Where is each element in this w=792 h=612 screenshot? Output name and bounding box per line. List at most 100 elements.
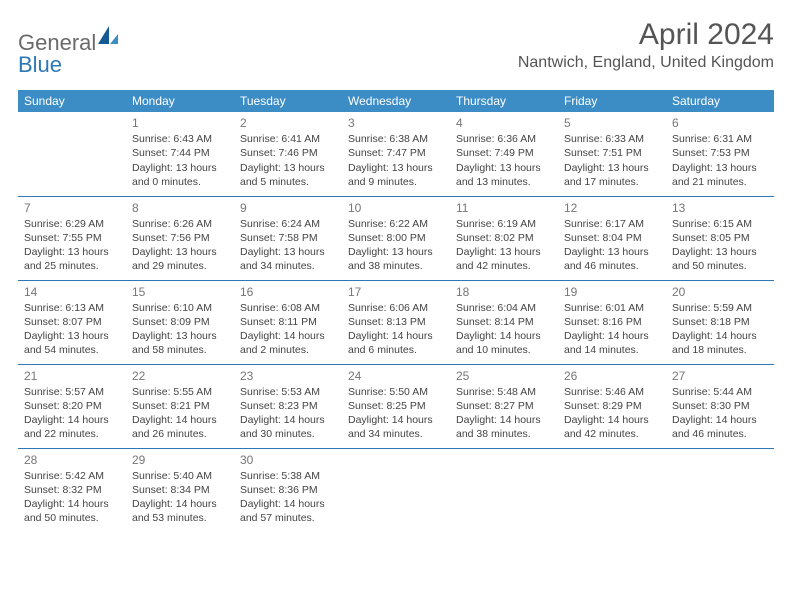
daylight-text: Daylight: 13 hours and 54 minutes. (24, 330, 109, 356)
calendar-day-cell: 27Sunrise: 5:44 AMSunset: 8:30 PMDayligh… (666, 364, 774, 448)
day-number: 16 (240, 284, 336, 300)
calendar-week-row: 21 Sunrise: 5:57 AM Sunset: 8:20 PM Dayligh… (18, 364, 774, 448)
calendar-day-cell: 6Sunrise: 6:31 AMSunset: 7:53 PMDaylight… (666, 112, 774, 196)
weekday-header: Tuesday (234, 90, 342, 112)
sunset-text: Sunset: 8:36 PM (240, 484, 318, 496)
day-number: 13 (672, 200, 768, 216)
sunset-text: Sunset: 7:47 PM (348, 147, 426, 159)
sunset-text: Sunset: 7:51 PM (564, 147, 642, 159)
sunset-text: Sunset: 7:53 PM (672, 147, 750, 159)
day-number: 21 (24, 368, 120, 384)
sunset-text: Sunset: 8:20 PM (24, 400, 102, 412)
daylight-text: Daylight: 14 hours and 14 minutes. (564, 330, 649, 356)
sunset-text: Sunset: 8:05 PM (672, 232, 750, 244)
sunrise-text: Sunrise: 6:01 AM (564, 302, 644, 314)
daylight-text: Daylight: 14 hours and 53 minutes. (132, 498, 217, 524)
calendar-day-cell: 17Sunrise: 6:06 AMSunset: 8:13 PMDayligh… (342, 280, 450, 364)
weekday-header: Sunday (18, 90, 126, 112)
calendar-week-row: 28Sunrise: 5:42 AMSunset: 8:32 PMDayligh… (18, 448, 774, 532)
day-number: 8 (132, 200, 228, 216)
sunrise-text: Sunrise: 6:15 AM (672, 218, 752, 230)
sunrise-text: Sunrise: 6:08 AM (240, 302, 320, 314)
sunset-text: Sunset: 8:29 PM (564, 400, 642, 412)
sunrise-text: Sunrise: 6:41 AM (240, 133, 320, 145)
calendar-day-cell: 15Sunrise: 6:10 AMSunset: 8:09 PMDayligh… (126, 280, 234, 364)
sunset-text: Sunset: 8:09 PM (132, 316, 210, 328)
daylight-text: Daylight: 13 hours and 13 minutes. (456, 162, 541, 188)
calendar-week-row: 14Sunrise: 6:13 AMSunset: 8:07 PMDayligh… (18, 280, 774, 364)
calendar-day-cell: 10Sunrise: 6:22 AMSunset: 8:00 PMDayligh… (342, 196, 450, 280)
sunset-text: Sunset: 7:55 PM (24, 232, 102, 244)
day-number: 4 (456, 115, 552, 131)
weekday-header: Saturday (666, 90, 774, 112)
day-number: 26 (564, 368, 660, 384)
calendar-day-cell: 13Sunrise: 6:15 AMSunset: 8:05 PMDayligh… (666, 196, 774, 280)
sunset-text: Sunset: 8:13 PM (348, 316, 426, 328)
calendar-day-cell (558, 448, 666, 532)
daylight-text: Daylight: 14 hours and 22 minutes. (24, 414, 109, 440)
calendar-day-cell: 8Sunrise: 6:26 AMSunset: 7:56 PMDaylight… (126, 196, 234, 280)
calendar-week-row: 7Sunrise: 6:29 AMSunset: 7:55 PMDaylight… (18, 196, 774, 280)
sunrise-text: Sunrise: 6:43 AM (132, 133, 212, 145)
sunrise-text: Sunrise: 5:57 AM (24, 386, 104, 398)
day-number: 23 (240, 368, 336, 384)
sunset-text: Sunset: 8:30 PM (672, 400, 750, 412)
calendar-day-cell: 23Sunrise: 5:53 AMSunset: 8:23 PMDayligh… (234, 364, 342, 448)
sunset-text: Sunset: 8:21 PM (132, 400, 210, 412)
sunrise-text: Sunrise: 6:10 AM (132, 302, 212, 314)
calendar-day-cell: 21 Sunrise: 5:57 AM Sunset: 8:20 PM Dayligh… (18, 364, 126, 448)
sunset-text: Sunset: 8:25 PM (348, 400, 426, 412)
sunrise-text: Sunrise: 5:40 AM (132, 470, 212, 482)
sunrise-text: Sunrise: 5:46 AM (564, 386, 644, 398)
calendar-day-cell (666, 448, 774, 532)
daylight-text: Daylight: 13 hours and 25 minutes. (24, 246, 109, 272)
daylight-text: Daylight: 14 hours and 42 minutes. (564, 414, 649, 440)
day-number: 29 (132, 452, 228, 468)
sunrise-text: Sunrise: 5:50 AM (348, 386, 428, 398)
weekday-header: Wednesday (342, 90, 450, 112)
logo-text-blue: Blue (18, 52, 62, 77)
day-number: 10 (348, 200, 444, 216)
day-number: 30 (240, 452, 336, 468)
daylight-text: Daylight: 13 hours and 38 minutes. (348, 246, 433, 272)
sunset-text: Sunset: 8:27 PM (456, 400, 534, 412)
calendar-day-cell: 26 Sunrise: 5:46 AM Sunset: 8:29 PM Dayligh… (558, 364, 666, 448)
sunrise-text: Sunrise: 6:17 AM (564, 218, 644, 230)
sunrise-text: Sunrise: 6:31 AM (672, 133, 752, 145)
sunrise-text: Sunrise: 6:24 AM (240, 218, 320, 230)
day-number: 7 (24, 200, 120, 216)
sunset-text: Sunset: 8:18 PM (672, 316, 750, 328)
calendar-day-cell: 7Sunrise: 6:29 AMSunset: 7:55 PMDaylight… (18, 196, 126, 280)
calendar-day-cell: 12Sunrise: 6:17 AMSunset: 8:04 PMDayligh… (558, 196, 666, 280)
sunset-text: Sunset: 8:02 PM (456, 232, 534, 244)
day-number: 6 (672, 115, 768, 131)
month-title: April 2024 (518, 18, 774, 52)
sunrise-text: Sunrise: 6:06 AM (348, 302, 428, 314)
day-number: 14 (24, 284, 120, 300)
sunset-text: Sunset: 8:16 PM (564, 316, 642, 328)
day-number: 22 (132, 368, 228, 384)
daylight-text: Daylight: 14 hours and 30 minutes. (240, 414, 325, 440)
sunset-text: Sunset: 8:00 PM (348, 232, 426, 244)
daylight-text: Daylight: 14 hours and 6 minutes. (348, 330, 433, 356)
calendar-day-cell: 25Sunrise: 5:48 AMSunset: 8:27 PMDayligh… (450, 364, 558, 448)
calendar-day-cell (18, 112, 126, 196)
sunrise-text: Sunrise: 6:19 AM (456, 218, 536, 230)
daylight-text: Daylight: 13 hours and 29 minutes. (132, 246, 217, 272)
sunset-text: Sunset: 8:34 PM (132, 484, 210, 496)
calendar-day-cell: 20Sunrise: 5:59 AMSunset: 8:18 PMDayligh… (666, 280, 774, 364)
day-number: 24 (348, 368, 444, 384)
sunrise-text: Sunrise: 5:59 AM (672, 302, 752, 314)
daylight-text: Daylight: 14 hours and 18 minutes. (672, 330, 757, 356)
day-number: 5 (564, 115, 660, 131)
day-number: 19 (564, 284, 660, 300)
calendar-day-cell: 19 Sunrise: 6:01 AM Sunset: 8:16 PM Dayligh… (558, 280, 666, 364)
daylight-text: Daylight: 14 hours and 26 minutes. (132, 414, 217, 440)
calendar-day-cell: 9Sunrise: 6:24 AMSunset: 7:58 PMDaylight… (234, 196, 342, 280)
sunrise-text: Sunrise: 5:48 AM (456, 386, 536, 398)
daylight-text: Daylight: 14 hours and 38 minutes. (456, 414, 541, 440)
sunset-text: Sunset: 8:07 PM (24, 316, 102, 328)
daylight-text: Daylight: 13 hours and 46 minutes. (564, 246, 649, 272)
sunset-text: Sunset: 7:46 PM (240, 147, 318, 159)
sunrise-text: Sunrise: 5:38 AM (240, 470, 320, 482)
